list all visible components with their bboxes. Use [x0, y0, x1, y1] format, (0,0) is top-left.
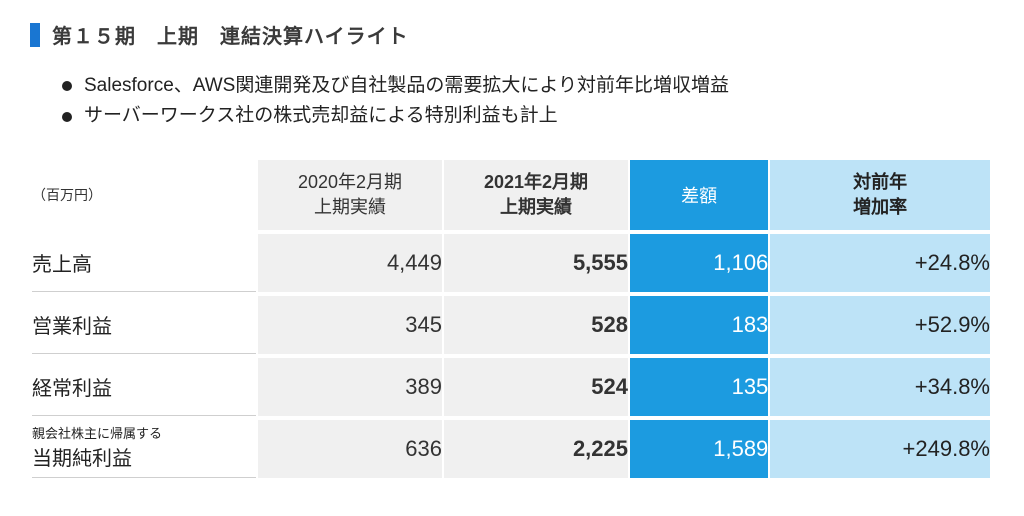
cell-rate: +24.8%: [770, 234, 990, 292]
bullet-icon: [62, 81, 72, 91]
row-label-small: 親会社株主に帰属する: [32, 426, 256, 442]
highlight-bullets: Salesforce、AWS関連開発及び自社製品の需要拡大により対前年比増収増益…: [62, 71, 994, 132]
bullet-icon: [62, 112, 72, 122]
bullet-text: Salesforce、AWS関連開発及び自社製品の需要拡大により対前年比増収増益: [84, 71, 729, 101]
row-label-main: 当期純利益: [32, 442, 256, 471]
table-row: 経常利益 389 524 135 +34.8%: [32, 358, 990, 416]
table-row: 親会社株主に帰属する 当期純利益 636 2,225 1,589 +249.8%: [32, 420, 990, 478]
table-row: 売上高 4,449 5,555 1,106 +24.8%: [32, 234, 990, 292]
cell-v2: 528: [444, 296, 628, 354]
cell-v2: 5,555: [444, 234, 628, 292]
cell-rate: +34.8%: [770, 358, 990, 416]
bullet-item: サーバーワークス社の株式売却益による特別利益も計上: [62, 101, 994, 131]
cell-v1: 345: [258, 296, 442, 354]
row-label-operating-income: 営業利益: [32, 296, 256, 354]
bullet-item: Salesforce、AWS関連開発及び自社製品の需要拡大により対前年比増収増益: [62, 71, 994, 101]
bullet-text: サーバーワークス社の株式売却益による特別利益も計上: [84, 101, 558, 131]
table-header-row: （百万円） 2020年2月期 上期実績 2021年2月期 上期実績 差額 対前年…: [32, 160, 990, 230]
cell-rate: +52.9%: [770, 296, 990, 354]
cell-v1: 389: [258, 358, 442, 416]
row-label-ordinary-income: 経常利益: [32, 358, 256, 416]
cell-diff: 1,106: [630, 234, 768, 292]
cell-diff: 183: [630, 296, 768, 354]
page-title-row: 第１５期 上期 連結決算ハイライト: [30, 20, 994, 49]
cell-rate: +249.8%: [770, 420, 990, 478]
cell-diff: 1,589: [630, 420, 768, 478]
cell-diff: 135: [630, 358, 768, 416]
page-title: 第１５期 上期 連結決算ハイライト: [52, 20, 409, 49]
cell-v2: 524: [444, 358, 628, 416]
unit-label: （百万円）: [32, 160, 256, 230]
table-row: 営業利益 345 528 183 +52.9%: [32, 296, 990, 354]
cell-v1: 4,449: [258, 234, 442, 292]
financial-table: （百万円） 2020年2月期 上期実績 2021年2月期 上期実績 差額 対前年…: [30, 156, 992, 482]
col-header-diff: 差額: [630, 160, 768, 230]
col-header-fy2021: 2021年2月期 上期実績: [444, 160, 628, 230]
cell-v1: 636: [258, 420, 442, 478]
row-label-revenue: 売上高: [32, 234, 256, 292]
col-header-fy2020: 2020年2月期 上期実績: [258, 160, 442, 230]
row-label-net-income: 親会社株主に帰属する 当期純利益: [32, 420, 256, 478]
cell-v2: 2,225: [444, 420, 628, 478]
title-accent-bar: [30, 23, 40, 47]
col-header-rate: 対前年 増加率: [770, 160, 990, 230]
